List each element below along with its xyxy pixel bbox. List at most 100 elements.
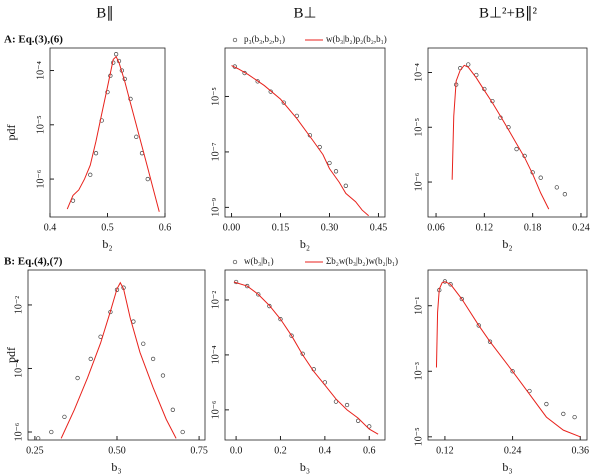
row-label: B: Eq.(4),(7) — [4, 256, 63, 268]
data-point — [113, 52, 119, 57]
legend-marker — [232, 37, 238, 43]
x-axis-label: b₂ — [300, 237, 310, 251]
data-point — [150, 356, 156, 362]
data-point — [538, 175, 543, 180]
data-point — [333, 169, 339, 174]
x-tick-label: 0.6 — [159, 222, 172, 233]
data-point — [561, 411, 566, 417]
x-tick-label: 0.4 — [44, 222, 57, 233]
data-point — [105, 89, 110, 95]
x-tick-label: 0.06 — [427, 222, 445, 233]
data-point — [88, 172, 93, 177]
data-point — [180, 429, 185, 435]
plot-frame — [49, 47, 166, 218]
data-point — [267, 303, 272, 309]
y-tick-label: 10⁻³ — [413, 362, 424, 380]
column-title: B∥ — [96, 5, 114, 21]
data-point — [36, 436, 41, 441]
x-tick-label: 0.18 — [524, 222, 542, 233]
plot-frame — [27, 269, 206, 441]
data-point — [93, 151, 99, 156]
x-tick-label: 0.6 — [363, 445, 376, 456]
data-point — [62, 414, 67, 419]
data-point — [514, 146, 519, 152]
y-tick-label: 10⁻⁵ — [413, 118, 424, 137]
y-tick-label: 10⁻⁵ — [210, 87, 221, 106]
legend-label: Σb₂w(b₃|b₂)w(b₂|b₁) — [326, 256, 398, 266]
y-tick-label: 10⁻⁵ — [35, 115, 46, 134]
y-tick-label: 10⁻⁶ — [413, 172, 424, 191]
x-tick-label: 0.24 — [572, 222, 590, 233]
data-point — [145, 176, 150, 182]
x-tick-label: 0.75 — [190, 445, 208, 456]
x-tick-label: 0.12 — [436, 445, 454, 456]
data-point — [131, 319, 136, 324]
x-tick-label: 0.36 — [571, 445, 589, 456]
x-tick-label: 0.12 — [476, 222, 494, 233]
x-axis-label: b₃ — [502, 460, 512, 474]
data-point — [466, 62, 471, 67]
data-point — [487, 339, 493, 344]
data-line — [60, 281, 177, 439]
data-point — [134, 134, 139, 139]
legend-label: p₃(b₃,b₂,b₁) — [244, 34, 285, 44]
x-axis-label: b₃ — [111, 460, 121, 474]
data-point — [289, 333, 294, 338]
plot-frame — [224, 47, 386, 218]
plot-frame — [427, 47, 588, 218]
x-tick-label: 0.30 — [321, 222, 339, 233]
data-line — [451, 64, 550, 210]
data-point — [141, 341, 146, 346]
legend-label: w(b₃|b₁) — [244, 256, 274, 266]
x-tick-label: 0.24 — [504, 445, 522, 456]
data-point — [476, 323, 481, 328]
x-tick-label: 0.4 — [319, 445, 332, 456]
y-tick-label: 10⁻⁴ — [13, 359, 24, 378]
data-point — [459, 296, 464, 302]
data-line — [233, 281, 379, 435]
data-point — [256, 292, 261, 297]
data-point — [355, 418, 361, 423]
y-tick-label: 10⁻⁵ — [413, 427, 424, 446]
x-tick-label: 0.00 — [223, 222, 241, 233]
y-axis-label: pdf — [4, 125, 18, 141]
column-title: B⊥ — [293, 5, 316, 21]
data-point — [343, 183, 348, 188]
data-point — [562, 192, 568, 197]
data-point — [442, 279, 448, 284]
data-point — [49, 429, 54, 435]
x-tick-label: 0.45 — [370, 222, 388, 233]
data-point — [160, 373, 166, 378]
data-point — [554, 185, 559, 190]
data-point — [75, 375, 80, 381]
data-point — [170, 407, 175, 412]
y-tick-label: 10⁻⁶ — [13, 422, 24, 441]
data-point — [281, 100, 286, 105]
plot-frame — [224, 269, 386, 441]
data-point — [333, 399, 339, 404]
x-axis-label: b₃ — [300, 460, 310, 474]
data-point — [268, 89, 273, 94]
data-point — [255, 79, 260, 84]
y-tick-label: 10⁻⁴ — [210, 345, 221, 364]
y-tick-label: 10⁻⁷ — [210, 142, 221, 161]
legend-marker — [232, 259, 238, 265]
y-tick-label: 10⁻¹ — [413, 297, 424, 315]
column-title: B⊥²+B∥² — [479, 5, 538, 21]
y-tick-label: 10⁻⁹ — [210, 197, 221, 216]
data-point — [128, 96, 133, 102]
x-tick-label: 0.2 — [274, 445, 287, 456]
plot-frame — [427, 269, 588, 441]
data-point — [88, 356, 93, 362]
row-label: A: Eq.(3),(6) — [4, 34, 63, 46]
y-axis-label: pdf — [4, 347, 18, 363]
data-point — [510, 369, 515, 374]
data-line — [66, 55, 160, 212]
x-tick-label: 0.0 — [230, 445, 243, 456]
y-tick-label: 10⁻² — [210, 291, 221, 309]
data-line — [231, 65, 369, 217]
x-tick-label: 0.5 — [101, 222, 114, 233]
x-tick-label: 0.15 — [272, 222, 290, 233]
y-tick-label: 10⁻² — [13, 296, 24, 314]
